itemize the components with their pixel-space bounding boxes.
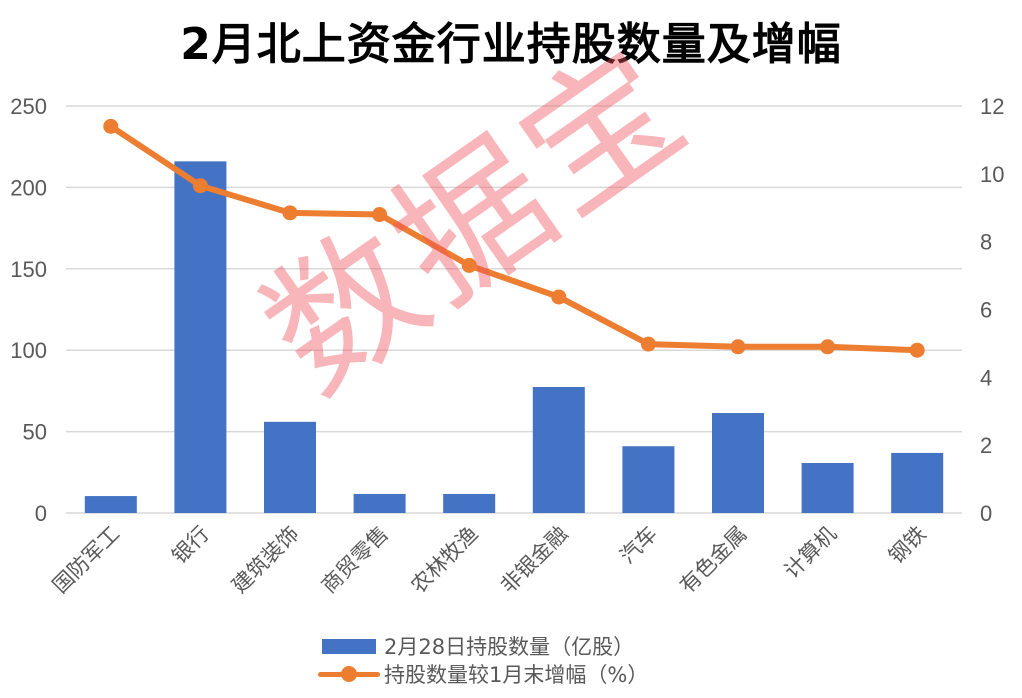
line-marker — [461, 257, 477, 273]
x-category-label: 银行 — [167, 522, 214, 569]
line-marker — [103, 118, 119, 134]
y-right-tick-label: 0 — [980, 501, 992, 526]
bar — [84, 496, 137, 513]
line-series — [109, 123, 918, 354]
bar — [532, 386, 585, 513]
line-marker-swatch-icon — [318, 666, 380, 682]
x-category-label: 商贸零售 — [317, 522, 393, 598]
y-right-tick-label: 6 — [980, 298, 992, 323]
bar — [891, 452, 944, 513]
x-category-label: 汽车 — [615, 522, 662, 569]
bar — [443, 493, 496, 513]
bar-swatch-icon — [322, 638, 376, 654]
x-category-label: 有色金属 — [675, 522, 751, 598]
line-marker — [282, 205, 298, 221]
line-marker — [192, 178, 208, 194]
line-marker — [820, 339, 836, 355]
line-marker — [909, 342, 925, 358]
y-right-tick-label: 10 — [980, 162, 1004, 187]
bar — [264, 421, 316, 513]
legend-item-bar[interactable]: 2月28日持股数量（亿股） — [318, 632, 648, 660]
legend-line-label: 持股数量较1月末增幅（%） — [384, 663, 649, 687]
legend: 2月28日持股数量（亿股） 持股数量较1月末增幅（%） — [318, 632, 648, 688]
line-marker — [730, 339, 746, 355]
y-left-tick-label: 50 — [23, 420, 47, 445]
x-category-label: 钢铁 — [884, 522, 931, 569]
y-right-tick-label: 8 — [980, 230, 992, 255]
y-left-tick-label: 100 — [10, 338, 47, 363]
x-category-label: 农林牧渔 — [406, 522, 482, 598]
bar — [712, 413, 764, 513]
x-category-label: 非银金融 — [496, 522, 572, 598]
line-marker — [640, 336, 656, 352]
line-marker — [551, 289, 567, 305]
y-left-tick-label: 200 — [10, 175, 47, 200]
x-category-label: 建筑装饰 — [227, 522, 303, 598]
line-marker — [372, 207, 388, 223]
chart-title: 2月北上资金行业持股数量及增幅 — [180, 19, 842, 70]
bar — [353, 493, 406, 513]
y-right-tick-label: 12 — [980, 94, 1004, 119]
y-right-tick-label: 4 — [980, 365, 992, 390]
bar — [174, 161, 227, 514]
legend-item-line[interactable]: 持股数量较1月末增幅（%） — [318, 660, 648, 688]
x-category-label: 计算机 — [780, 522, 842, 584]
y-left-tick-label: 150 — [10, 257, 47, 282]
x-category-label: 国防军工 — [48, 522, 124, 598]
bar — [801, 463, 854, 513]
y-right-tick-label: 2 — [980, 433, 992, 458]
y-left-tick-label: 250 — [10, 94, 47, 119]
y-left-tick-label: 0 — [35, 501, 47, 526]
legend-bar-label: 2月28日持股数量（亿股） — [384, 635, 635, 659]
bar — [622, 446, 675, 513]
